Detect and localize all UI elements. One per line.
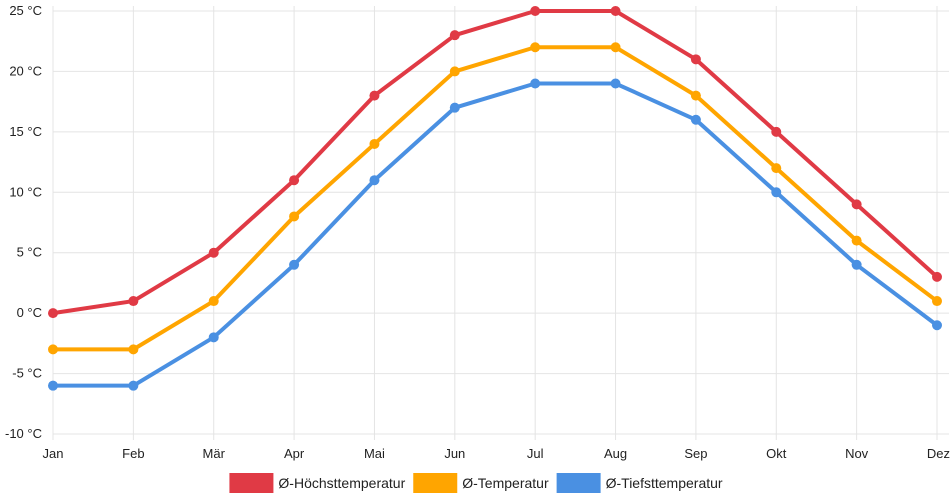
data-point[interactable] [449,30,460,41]
data-point[interactable] [530,78,541,89]
legend-swatch [413,473,458,493]
data-point[interactable] [48,380,58,391]
y-tick-label: 10 °C [9,184,42,199]
data-point[interactable] [932,271,942,282]
legend-item-2[interactable]: Ø-Temperatur [413,473,549,493]
x-axis-ticks: Jan Feb Mär Apr Mai Jun Jul Aug Sep Okt Nov Dez [43,446,950,461]
grid-lines [52,6,949,440]
data-point[interactable] [530,6,541,16]
series-line [51,81,939,388]
data-point[interactable] [690,90,701,101]
series-line [51,9,939,316]
data-point[interactable] [128,380,139,391]
data-point[interactable] [48,308,58,319]
y-tick-label: -5 °C [12,366,42,381]
legend-label: Ø-Höchsttemperatur [278,475,405,491]
legend-swatch [229,473,274,493]
series-3 [48,78,942,391]
x-tick-label: Apr [284,446,305,461]
legend-item-3[interactable]: Ø-Tiefsttemperatur [556,473,723,493]
data-point[interactable] [690,114,701,125]
data-point[interactable] [771,187,782,198]
x-tick-label: Dez [927,446,950,461]
data-point[interactable] [610,6,621,16]
data-point[interactable] [932,320,942,331]
series-2 [48,42,942,355]
data-point[interactable] [932,296,942,307]
x-tick-label: Jul [527,446,544,461]
x-tick-label: Feb [122,446,144,461]
data-point[interactable] [289,175,300,186]
data-point[interactable] [369,138,380,149]
data-point[interactable] [128,344,139,355]
data-point[interactable] [208,332,219,343]
data-point[interactable] [289,211,300,222]
data-point[interactable] [610,78,621,89]
y-tick-label: 15 °C [9,124,42,139]
x-tick-label: Jun [444,446,465,461]
x-tick-label: Sep [684,446,707,461]
x-tick-label: Nov [845,446,869,461]
x-tick-label: Mär [203,446,226,461]
y-tick-label: 5 °C [17,245,42,260]
data-point[interactable] [610,42,621,53]
data-point[interactable] [449,102,460,113]
data-point[interactable] [128,296,139,307]
data-point[interactable] [289,259,300,270]
x-tick-label: Mai [364,446,385,461]
legend-item-1[interactable]: Ø-Höchsttemperatur [229,473,406,493]
y-axis-ticks: 25 °C 20 °C 15 °C 10 °C 5 °C 0 °C -5 °C -10 °C [5,3,42,441]
data-point[interactable] [530,42,541,53]
series-1 [48,6,942,319]
legend-label: Ø-Tiefsttemperatur [606,475,723,491]
x-tick-label: Aug [604,446,627,461]
y-tick-label: 0 °C [17,305,42,320]
data-point[interactable] [851,199,862,210]
y-tick-label: 25 °C [9,3,42,18]
data-point[interactable] [208,247,219,258]
series-lines [48,6,942,391]
data-point[interactable] [771,126,782,137]
x-tick-label: Okt [766,446,787,461]
data-point[interactable] [851,235,862,246]
data-point[interactable] [851,259,862,270]
legend: Ø-Höchsttemperatur Ø-Temperatur Ø-Tiefstte… [229,473,723,493]
data-point[interactable] [690,54,701,65]
y-tick-label: 20 °C [9,63,42,78]
x-tick-label: Jan [43,446,64,461]
data-point[interactable] [369,90,380,101]
data-point[interactable] [208,296,219,307]
data-point[interactable] [48,344,58,355]
legend-swatch [556,473,601,493]
y-tick-label: -10 °C [5,426,42,441]
data-point[interactable] [771,163,782,174]
legend-label: Ø-Temperatur [462,475,549,491]
data-point[interactable] [369,175,380,186]
series-line [51,45,939,352]
data-point[interactable] [449,66,460,77]
